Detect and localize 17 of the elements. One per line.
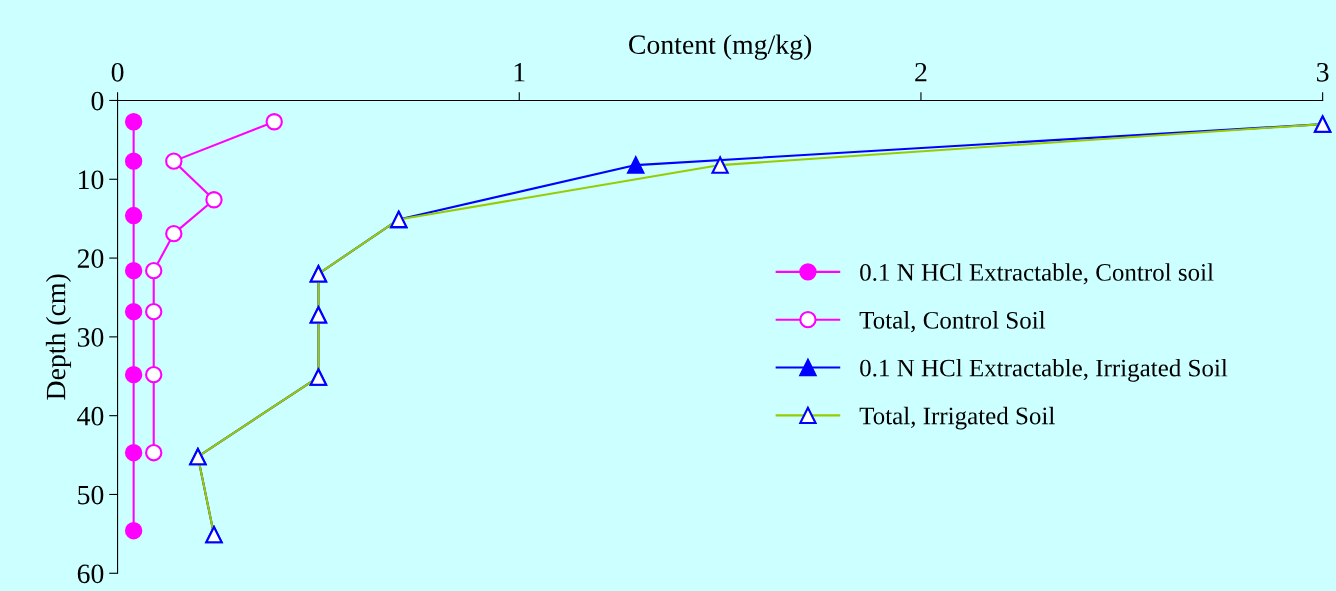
x-tick-label: 3 — [1317, 62, 1329, 82]
y-tick-label: 60 — [77, 564, 104, 584]
x-tick-label: 2 — [915, 62, 927, 82]
legend-label: 0.1 N HCl Extractable, Irrigated Soil — [860, 358, 1228, 382]
y-axis-title: Depth (cm) — [45, 274, 72, 400]
x-axis-title: Content (mg/kg) — [629, 34, 812, 60]
x-tick-label: 0 — [111, 62, 124, 82]
x-tick-label: 1 — [514, 63, 525, 82]
legend-label: Total, Control Soil — [859, 311, 1046, 333]
y-tick-label: 30 — [77, 328, 104, 347]
legend-label: 0.1 N HCl Extractable, Control soil — [860, 263, 1214, 285]
y-tick-label: 20 — [77, 249, 104, 268]
y-tick-label: 50 — [78, 485, 104, 505]
y-tick-label: 0 — [91, 91, 104, 111]
y-tick-label: 40 — [77, 406, 104, 426]
y-tick-label: 10 — [79, 170, 104, 190]
legend-label: Total, Irrigated Soil — [859, 406, 1055, 430]
